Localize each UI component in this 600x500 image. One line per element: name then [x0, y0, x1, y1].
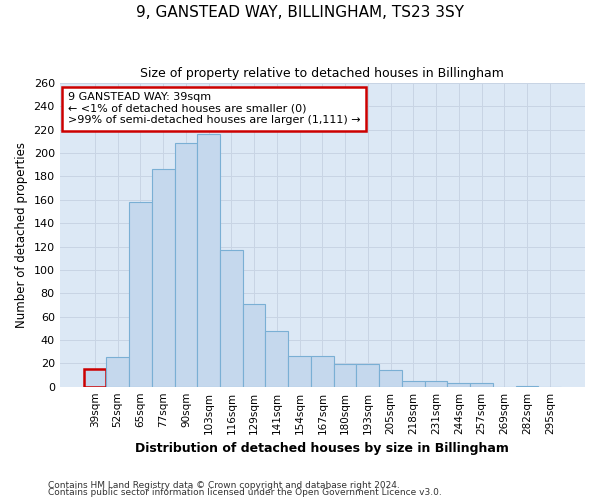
Bar — [334, 364, 356, 386]
Bar — [470, 383, 493, 386]
Text: 9, GANSTEAD WAY, BILLINGHAM, TS23 3SY: 9, GANSTEAD WAY, BILLINGHAM, TS23 3SY — [136, 5, 464, 20]
Bar — [425, 381, 448, 386]
Bar — [356, 364, 379, 386]
X-axis label: Distribution of detached houses by size in Billingham: Distribution of detached houses by size … — [136, 442, 509, 455]
Bar — [311, 356, 334, 386]
Text: Contains public sector information licensed under the Open Government Licence v3: Contains public sector information licen… — [48, 488, 442, 497]
Text: 9 GANSTEAD WAY: 39sqm
← <1% of detached houses are smaller (0)
>99% of semi-deta: 9 GANSTEAD WAY: 39sqm ← <1% of detached … — [68, 92, 360, 126]
Bar — [243, 304, 265, 386]
Bar — [288, 356, 311, 386]
Bar — [402, 381, 425, 386]
Bar — [379, 370, 402, 386]
Bar — [83, 369, 106, 386]
Bar — [152, 170, 175, 386]
Text: Contains HM Land Registry data © Crown copyright and database right 2024.: Contains HM Land Registry data © Crown c… — [48, 480, 400, 490]
Bar — [197, 134, 220, 386]
Bar — [265, 330, 288, 386]
Bar — [106, 358, 129, 386]
Bar — [175, 142, 197, 386]
Bar — [448, 383, 470, 386]
Bar — [220, 250, 243, 386]
Bar — [129, 202, 152, 386]
Title: Size of property relative to detached houses in Billingham: Size of property relative to detached ho… — [140, 68, 504, 80]
Y-axis label: Number of detached properties: Number of detached properties — [15, 142, 28, 328]
